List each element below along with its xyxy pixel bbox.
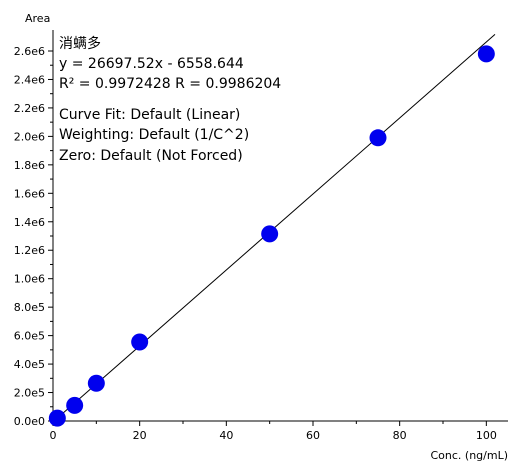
x-tick-label: 0 [50,429,57,442]
annotation-line: 消螨多 [59,35,101,52]
y-tick-label: 8.0e5 [14,301,45,314]
x-tick-label: 20 [133,429,147,442]
y-tick-label: 0.0e0 [14,415,45,428]
y-tick-label: 2.2e6 [14,102,45,115]
x-tick-label: 60 [306,429,320,442]
data-point [261,225,279,243]
data-point [66,396,84,414]
x-axis-ticks: 0 20 40 60 80 100 [50,421,497,442]
x-tick-label: 80 [393,429,407,442]
x-tick-label: 100 [476,429,497,442]
data-point [477,45,495,63]
annotation-line: y = 26697.52x - 6558.644 [59,56,244,72]
y-tick-label: 1.8e6 [14,159,45,172]
y-tick-label: 2.4e6 [14,73,45,86]
y-tick-label: 1.4e6 [14,216,45,229]
y-tick-label: 2.0e6 [14,130,45,143]
annotation-line: Zero: Default (Not Forced) [59,148,243,164]
y-axis-title: Area [25,12,50,25]
x-axis-title: Conc. (ng/mL) [430,449,508,461]
equation-annotation: 消螨多 y = 26697.52x - 6558.644 R² = 0.997242… [59,35,281,164]
data-point [87,374,105,392]
data-point [48,409,66,427]
data-point [369,129,387,147]
y-tick-label: 2.0e5 [14,387,45,400]
y-tick-label: 4.0e5 [14,358,45,371]
y-axis-ticks: 0.0e0 2.0e5 4.0e5 6.0e5 8.0e5 1.0e6 1.2e6 1.4e6… [14,45,53,428]
y-tick-label: 6.0e5 [14,330,45,343]
x-tick-label: 40 [219,429,233,442]
y-tick-label: 1.6e6 [14,187,45,200]
annotation-line: Curve Fit: Default (Linear) [59,107,240,123]
annotation-line: R² = 0.9972428 R = 0.9986204 [59,76,281,92]
chart-axes [52,30,508,422]
annotation-line: Weighting: Default (1/C^2) [59,127,249,143]
y-tick-label: 2.6e6 [14,45,45,58]
y-tick-label: 1.0e6 [14,273,45,286]
y-tick-label: 1.2e6 [14,244,45,257]
data-point [131,333,149,351]
data-points [48,45,495,427]
